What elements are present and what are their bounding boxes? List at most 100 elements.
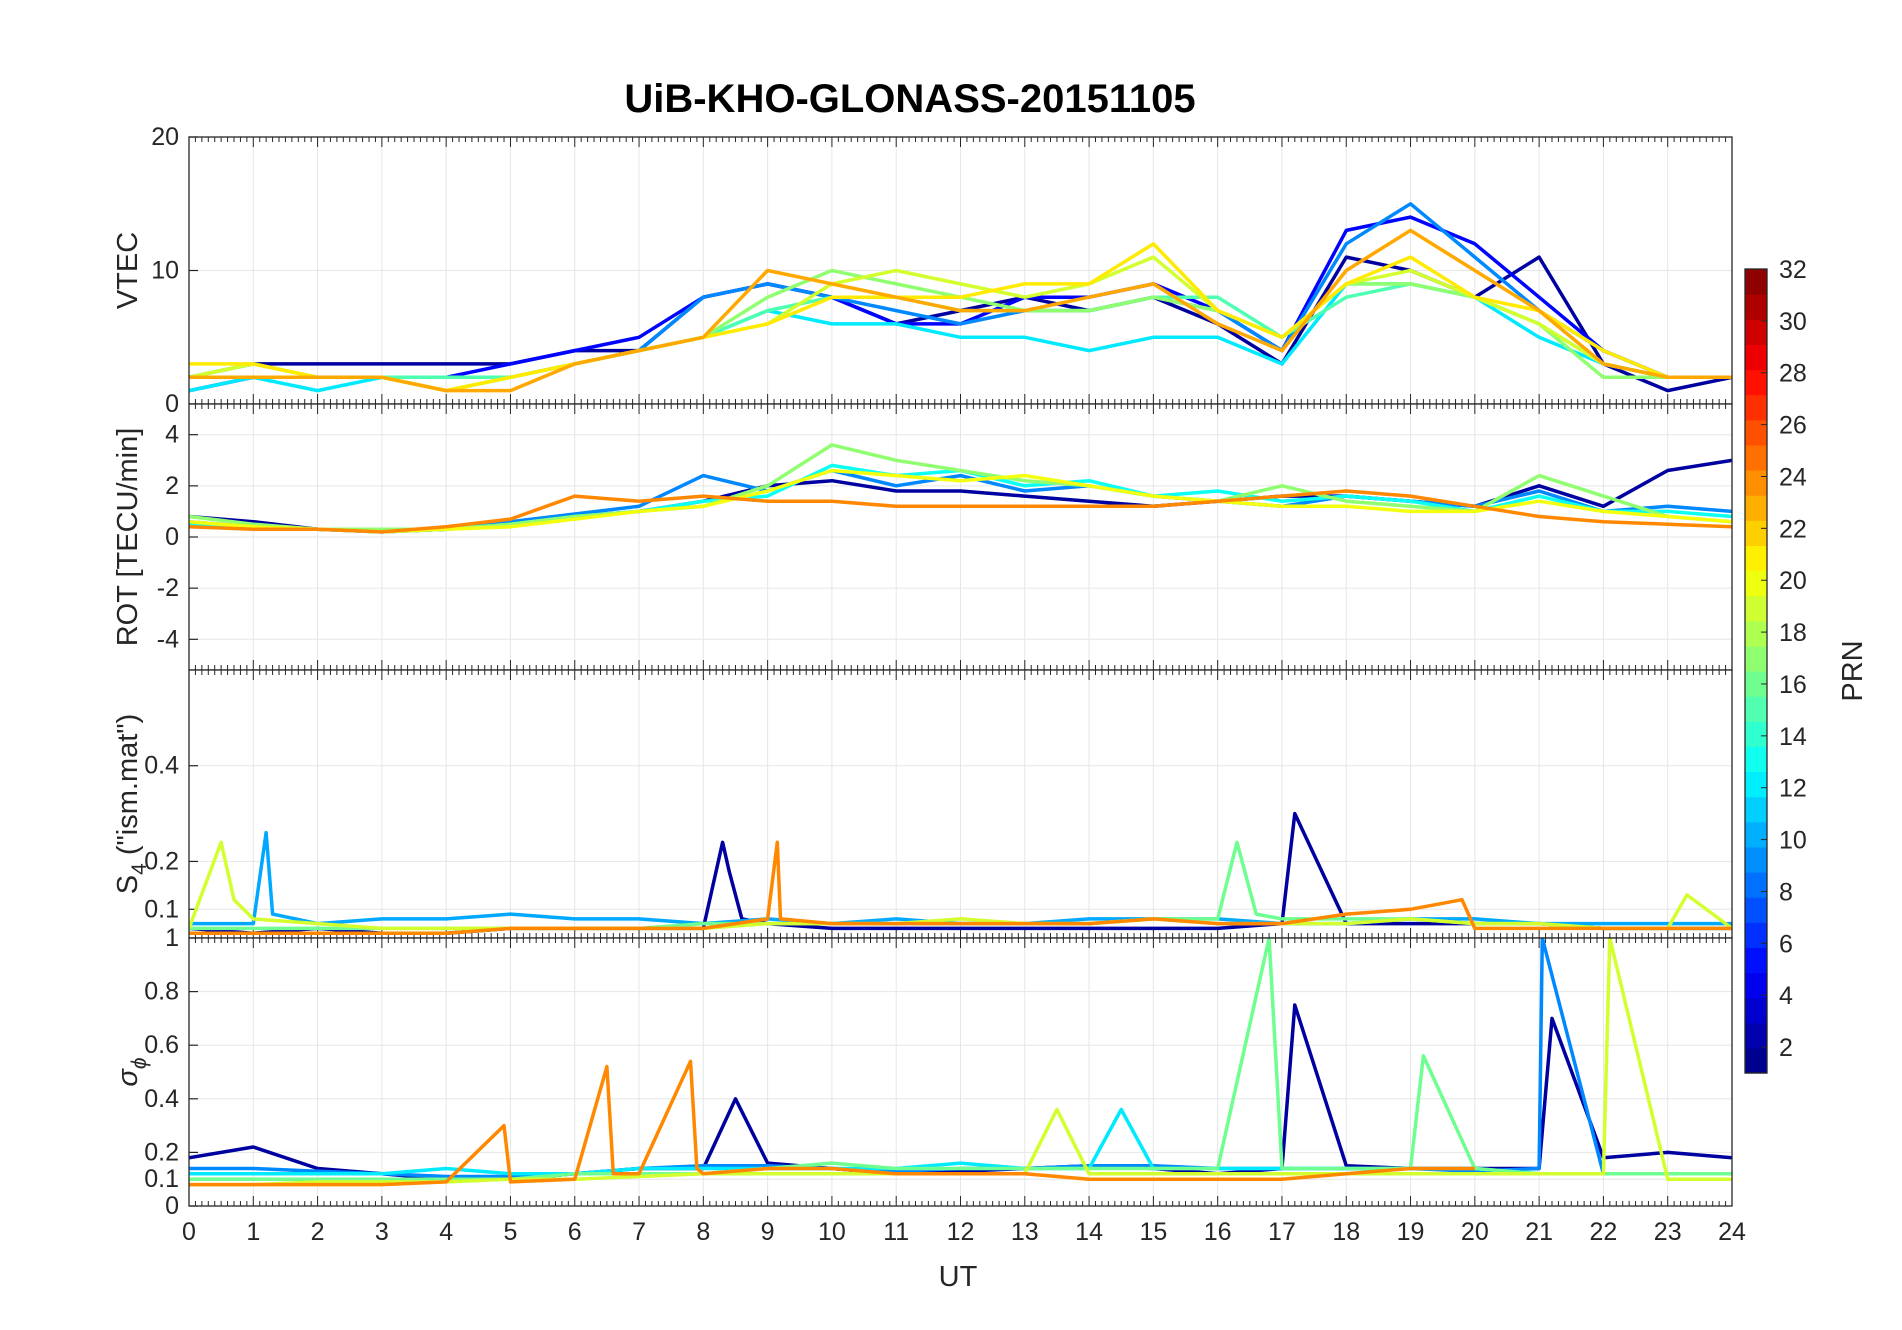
y-axis-label: VTEC	[112, 232, 144, 309]
y-tick-label: 0.6	[144, 1031, 179, 1059]
colorbar-segment	[1745, 269, 1767, 295]
colorbar-tick-label: 2	[1779, 1034, 1793, 1062]
colorbar-tick-label: 10	[1779, 827, 1807, 855]
colorbar-segment	[1745, 344, 1767, 371]
x-tick-label: 21	[1525, 1218, 1553, 1246]
x-tick-label: 22	[1590, 1218, 1618, 1246]
y-axis-label: S4 ("ism.mat")	[112, 714, 151, 895]
x-tick-label: 5	[504, 1218, 518, 1246]
colorbar-label: PRN	[1837, 640, 1869, 701]
colorbar-tick-label: 4	[1779, 982, 1793, 1010]
s4-panel: 0.1 0.2 0.4S4 ("ism.mat")	[112, 669, 1733, 939]
y-tick-label: 0	[165, 1192, 179, 1220]
colorbar-tick-label: 12	[1779, 775, 1807, 803]
x-tick-label: 8	[696, 1218, 710, 1246]
vtec-panel: 0 10 20 VTEC	[112, 123, 1733, 418]
rot-panel: -4 -2 0 2 4 ROT [TECU/min]	[112, 403, 1733, 671]
series-line-prn-10	[189, 830, 1732, 926]
y-axis-label: ROT [TECU/min]	[112, 428, 144, 647]
colorbar-segment	[1745, 1047, 1767, 1074]
sigma-phi-panel: 00.10.2 0.4 0.6 0.8 1 σϕ	[112, 924, 1733, 1220]
colorbar-tick-label: 26	[1779, 412, 1807, 440]
x-tick-label: 1	[246, 1218, 260, 1246]
colorbar-segment	[1745, 294, 1767, 320]
colorbar-tick-label: 24	[1779, 463, 1807, 491]
colorbar-segment	[1745, 671, 1767, 697]
x-tick-label: 14	[1075, 1218, 1103, 1246]
colorbar-segment	[1745, 696, 1767, 722]
series-line-prn-24	[189, 1059, 1475, 1187]
y-tick-label: 0.2	[144, 847, 179, 875]
colorbar-segment	[1745, 319, 1767, 345]
colorbar-segment	[1745, 872, 1767, 898]
x-tick-label: 13	[1011, 1218, 1039, 1246]
series-line-prn-20	[189, 468, 1732, 534]
x-tick-label: 2	[311, 1218, 325, 1246]
colorbar-segment	[1745, 495, 1767, 521]
series-line-prn-16	[189, 938, 1732, 1181]
x-tick-label: 0	[182, 1218, 196, 1246]
y-tick-label: 0.4	[144, 1085, 179, 1113]
colorbar-segment	[1745, 972, 1767, 999]
x-tick-label: 17	[1268, 1218, 1296, 1246]
series-group	[189, 443, 1732, 534]
colorbar-segment	[1745, 545, 1767, 572]
y-tick-label: 1	[165, 924, 179, 952]
colorbar-tick-label: 30	[1779, 308, 1807, 336]
colorbar-segment	[1745, 369, 1767, 396]
y-axis-label: σϕ	[112, 1057, 151, 1086]
x-tick-label: 23	[1654, 1218, 1682, 1246]
series-line-prn-24	[189, 840, 1732, 935]
series-group	[189, 811, 1732, 935]
colorbar-segment	[1745, 620, 1767, 647]
y-tick-label: 10	[151, 257, 179, 285]
colorbar-segment	[1745, 796, 1767, 823]
x-tick-label: 9	[761, 1218, 775, 1246]
colorbar-segment	[1745, 746, 1767, 773]
colorbar-segment	[1745, 520, 1767, 546]
series-line-prn-23	[189, 228, 1732, 393]
x-tick-label: 10	[818, 1218, 846, 1246]
y-tick-label: 0	[165, 390, 179, 418]
x-tick-label: 12	[947, 1218, 975, 1246]
x-tick-label: 3	[375, 1218, 389, 1246]
colorbar-segment	[1745, 394, 1767, 421]
x-tick-label: 20	[1461, 1218, 1489, 1246]
x-tick-label: 16	[1204, 1218, 1232, 1246]
colorbar-tick-label: 22	[1779, 515, 1807, 543]
colorbar-segment	[1745, 470, 1767, 496]
x-tick-label: 6	[568, 1218, 582, 1246]
colorbar-segment	[1745, 570, 1767, 597]
x-tick-label: 11	[883, 1218, 909, 1246]
y-tick-label: 0.1	[144, 1165, 179, 1193]
colorbar-tick-label: 6	[1779, 930, 1793, 958]
y-tick-label: -2	[157, 574, 179, 602]
y-tick-label: 0.8	[144, 978, 179, 1006]
colorbar-segment	[1745, 645, 1767, 672]
chart-title: UiB-KHO-GLONASS-20151105	[624, 77, 1195, 121]
y-tick-label: 0.2	[144, 1138, 179, 1166]
y-tick-label: 20	[151, 123, 179, 151]
x-tick-label: 7	[632, 1218, 646, 1246]
x-axis: 0 1 2 3 4 5 6 7 8 9 10 11 12 13 14 15 16 17 18 19 20 21 22 23 24	[182, 1218, 1746, 1246]
colorbar-frame	[1744, 268, 1768, 1074]
colorbar-segment	[1745, 947, 1767, 974]
y-tick-label: 4	[165, 421, 179, 449]
x-tick-label: 24	[1718, 1218, 1746, 1246]
colorbar-segment	[1745, 595, 1767, 622]
y-tick-label: 2	[165, 472, 179, 500]
colorbar-segment	[1745, 444, 1767, 471]
colorbar-segment	[1745, 821, 1767, 848]
colorbar-segment	[1745, 419, 1767, 446]
series-line-prn-19	[189, 840, 1732, 931]
x-tick-label: 18	[1332, 1218, 1360, 1246]
x-tick-label: 4	[439, 1218, 453, 1246]
colorbar-tick-label: 16	[1779, 671, 1807, 699]
x-tick-label: 19	[1397, 1218, 1425, 1246]
x-axis-label: UT	[939, 1261, 978, 1293]
colorbar-segment	[1745, 771, 1767, 798]
colorbar-tick-label: 14	[1779, 723, 1807, 751]
colorbar-tick-label: 32	[1779, 256, 1807, 284]
